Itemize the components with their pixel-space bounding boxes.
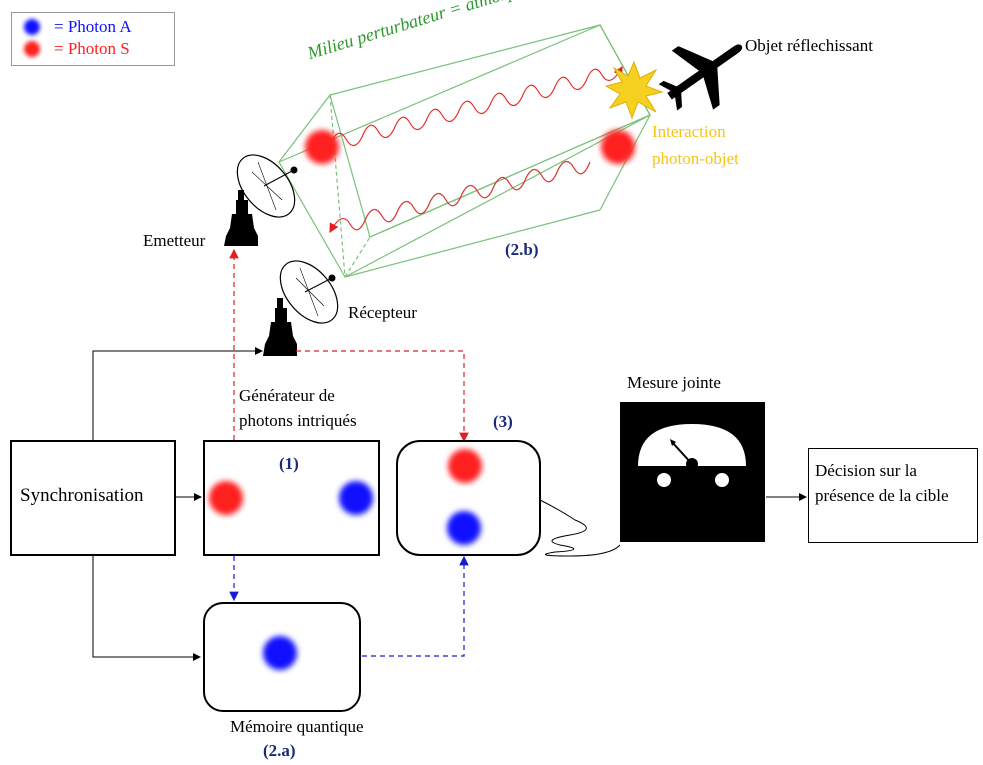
receiver-tower-icon [263,298,297,356]
interaction-burst-icon [604,60,664,120]
synchronisation-box: Synchronisation [10,440,176,556]
interaction-label-1: Interaction [652,122,726,141]
decision-label-1: Décision sur la [815,461,917,480]
generator-label-2: photons intriqués [239,411,357,430]
generator-box: (1) [203,440,380,556]
decision-label-2: présence de la cible [815,486,949,505]
emitter-label: Emetteur [143,231,206,250]
blue-dashed-arrows [229,555,469,657]
meter-label: Mesure jointe [627,373,721,392]
memory-label: Mémoire quantique [230,717,364,736]
red-dashed-arrows [229,248,469,443]
quantum-memory-box [203,602,361,712]
receiver-label: Récepteur [348,303,417,322]
black-arrows [92,347,807,661]
object-label: Objet réflechissant [745,36,873,55]
label-2a: (2.a) [263,741,296,760]
photon-a-generator [339,481,373,515]
photon-a-memory [263,636,297,670]
photon-a-swatch-icon [24,19,40,35]
label-3: (3) [493,412,513,431]
meter-cable [539,499,621,557]
photon-s-generator [209,481,243,515]
interaction-label-2: photon-objet [652,149,739,168]
label-2b: (2.b) [505,240,539,259]
legend-photon-a: = Photon A [54,17,132,36]
photon-s-reflected [601,130,635,164]
photon-s-measurement [448,449,482,483]
photon-s-swatch-icon [24,41,40,57]
photon-a-measurement [447,511,481,545]
airplane-icon [658,44,743,111]
generator-label-1: Générateur de [239,386,335,405]
label-1: (1) [279,454,299,473]
return-photon-wave [329,160,591,234]
joint-measurement-box [396,440,541,556]
emitter-dish-icon [236,154,298,218]
legend-row-s: = Photon S [12,39,172,61]
decision-box: Décision sur la présence de la cible [808,448,978,543]
photon-s-outgoing [305,130,339,164]
meter-panel [620,402,765,542]
legend: = Photon A = Photon S [11,12,175,66]
legend-row-a: = Photon A [12,17,172,39]
meter-gauge-icon [638,424,746,487]
legend-photon-s: = Photon S [54,39,130,58]
outgoing-photon-wave [329,65,623,147]
receiver-dish-icon [279,260,339,324]
emitter-tower-icon [224,190,258,246]
synchronisation-label: Synchronisation [20,485,144,506]
